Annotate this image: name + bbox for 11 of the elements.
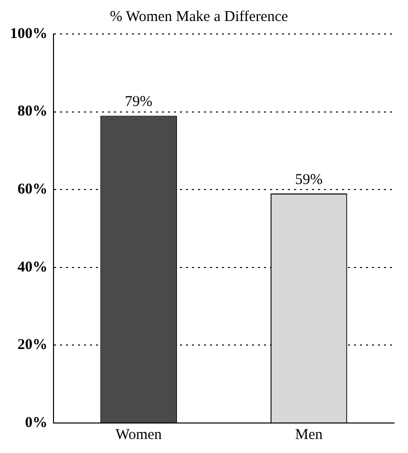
y-tick-label: 80% [18, 104, 48, 120]
x-tick-label: Women [115, 426, 162, 443]
y-tick-label: 40% [18, 259, 48, 276]
data-label: 59% [295, 172, 323, 188]
y-tick-label: 100% [10, 26, 48, 42]
y-tick-label: 20% [18, 337, 48, 354]
y-tick-label: 0% [25, 414, 48, 431]
x-tick-label: Men [295, 426, 324, 443]
data-label: 79% [124, 94, 152, 110]
chart-title: % Women Make a Difference [110, 8, 288, 25]
y-tick-label: 60% [18, 181, 48, 198]
